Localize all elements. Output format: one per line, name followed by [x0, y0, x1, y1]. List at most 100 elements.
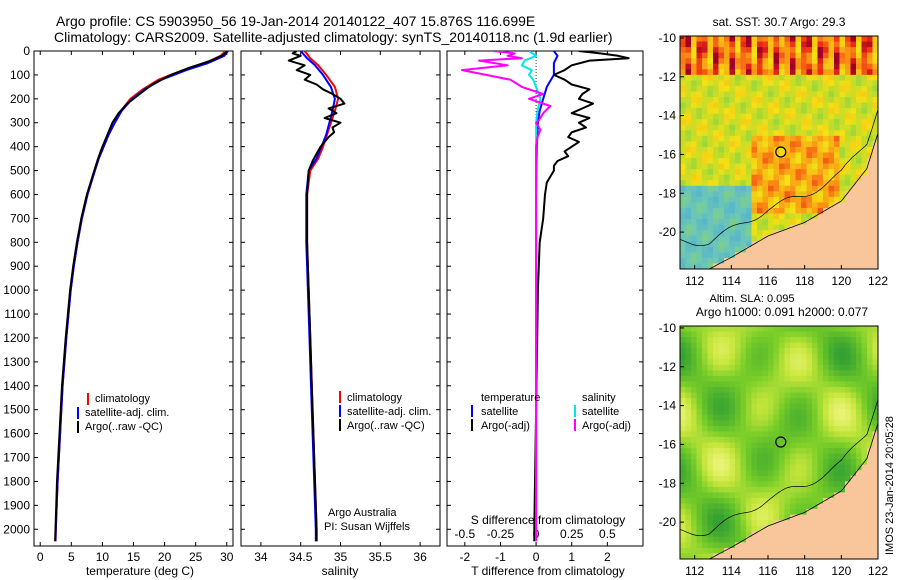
map-cell — [801, 403, 808, 410]
map-cell — [806, 191, 813, 198]
map-cell — [828, 409, 835, 416]
map-cell — [790, 158, 797, 165]
map-cell — [751, 553, 758, 559]
map-cell — [685, 420, 692, 427]
map-cell — [740, 398, 747, 405]
map-cell — [845, 359, 852, 366]
legend-label-t-argo: Argo(-adj) — [481, 420, 530, 432]
map-cell — [773, 326, 780, 333]
map-cell — [872, 486, 878, 494]
map-cell — [784, 431, 791, 438]
map-cell — [680, 326, 687, 333]
map-cell — [718, 113, 725, 120]
map-cell — [724, 475, 731, 482]
map-cell — [867, 497, 874, 505]
map-cell — [691, 180, 698, 187]
map-cell — [740, 342, 747, 349]
map-cell — [867, 152, 874, 159]
map-cell — [740, 80, 747, 87]
map-cell — [856, 448, 863, 455]
map-cell — [867, 196, 874, 204]
map-cell — [718, 213, 725, 220]
map-cell — [801, 52, 808, 59]
map-cell — [790, 442, 797, 449]
map-cell — [735, 252, 742, 259]
map-cell — [702, 91, 709, 98]
map-cell — [768, 420, 775, 427]
map-cell — [823, 453, 830, 460]
map-cell — [795, 453, 802, 460]
map-cell — [823, 337, 830, 344]
map-cell — [784, 158, 791, 165]
map-cell — [685, 459, 692, 466]
map-cell — [850, 337, 857, 344]
map-cell — [834, 91, 841, 98]
map-cell — [724, 102, 731, 109]
map-cell — [707, 486, 714, 494]
map-cell — [773, 180, 780, 187]
map-cell — [850, 152, 857, 159]
map-cell — [762, 213, 769, 220]
map-cell — [801, 509, 808, 516]
x-tick-label: 34 — [254, 550, 268, 564]
map-cell — [751, 263, 758, 269]
map-cell — [801, 475, 808, 482]
map-cell — [872, 141, 878, 148]
map-cell — [806, 520, 813, 527]
map-cell — [696, 553, 703, 559]
map-cell — [768, 146, 775, 154]
map-cell — [806, 91, 813, 98]
map-cell — [828, 509, 835, 516]
map-cell — [685, 41, 692, 48]
depth-tick-label: 700 — [10, 211, 30, 225]
map-cell — [845, 531, 852, 538]
map-cell — [713, 91, 720, 98]
map-cell — [850, 497, 857, 505]
map-cell — [845, 431, 852, 438]
map-cell — [746, 185, 753, 192]
map-cell — [718, 364, 725, 371]
bathymetry-contour — [680, 109, 878, 247]
map-cell — [751, 185, 758, 192]
map-cell — [845, 241, 852, 248]
map-cell — [685, 497, 692, 505]
map-cell — [746, 108, 753, 115]
map-cell — [784, 370, 791, 377]
map-cell — [773, 353, 780, 360]
map-cell — [861, 481, 868, 488]
map-cell — [795, 409, 802, 416]
map-cell — [696, 475, 703, 482]
map-cell — [834, 381, 841, 388]
map-cell — [746, 464, 753, 471]
legend-title-salinity: salinity — [582, 392, 616, 404]
map-cell — [729, 158, 736, 165]
map-cell — [834, 52, 841, 59]
map-cell — [757, 542, 764, 549]
map-cell — [845, 235, 852, 242]
map-cell — [817, 174, 824, 181]
map-cell — [696, 36, 703, 43]
map-cell — [828, 536, 835, 543]
map-cell — [746, 409, 753, 416]
map-cell — [861, 525, 868, 532]
map-cell — [817, 409, 824, 416]
map-cell — [751, 252, 758, 259]
map-cell — [872, 230, 878, 237]
map-cell — [817, 425, 824, 433]
map-cell — [762, 448, 769, 455]
map-cell — [856, 196, 863, 204]
map-cell — [773, 414, 780, 421]
map-cell — [856, 163, 863, 170]
map-cell — [718, 509, 725, 516]
map-cell — [861, 409, 868, 416]
map-cell — [746, 246, 753, 253]
map-cell — [762, 492, 769, 499]
map-cell — [724, 326, 731, 333]
map-cell — [790, 398, 797, 405]
map-cell — [806, 257, 813, 265]
map-cell — [828, 353, 835, 360]
map-cell — [790, 470, 797, 477]
map-cell — [779, 348, 786, 355]
map-cell — [795, 514, 802, 521]
map-cell — [779, 235, 786, 242]
